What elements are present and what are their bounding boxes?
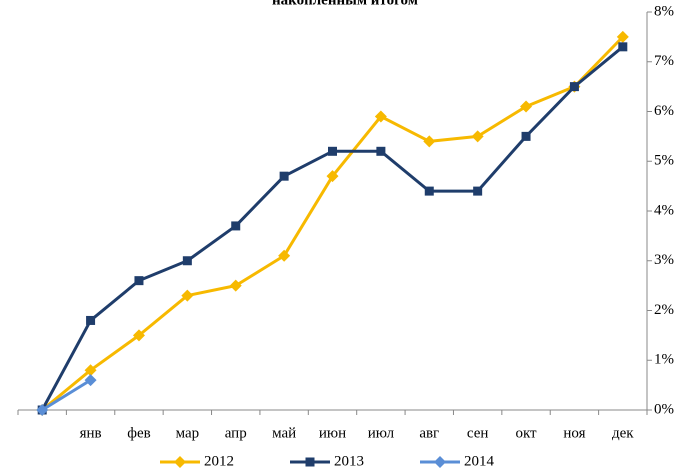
y-tick-label: 8%: [654, 3, 674, 19]
x-tick-label: июн: [319, 425, 346, 441]
x-tick-label: янв: [80, 425, 102, 441]
series-line: [41, 35, 624, 412]
x-tick-label: дек: [612, 425, 634, 441]
data-point: [423, 135, 436, 148]
data-point: [181, 289, 194, 302]
y-tick-label: 6%: [654, 103, 674, 119]
data-point: [36, 404, 49, 416]
y-tick-label: 7%: [654, 53, 674, 69]
y-tick-label: 4%: [654, 202, 674, 218]
data-point: [84, 364, 97, 377]
data-point: [424, 186, 434, 196]
x-tick-label: ноя: [563, 425, 585, 441]
data-point: [278, 249, 291, 262]
data-point: [132, 329, 145, 342]
legend-marker: [174, 456, 186, 468]
legend-marker: [305, 457, 315, 467]
data-point: [471, 130, 484, 143]
y-tick-label: 5%: [654, 153, 674, 169]
y-tick-label: 1%: [654, 352, 674, 368]
legend-label: 2013: [334, 453, 364, 469]
data-point: [376, 146, 386, 156]
data-point: [86, 315, 96, 325]
series-line: [41, 378, 92, 412]
data-point: [374, 110, 387, 123]
x-tick-label: июл: [368, 425, 395, 441]
x-tick-label: мар: [176, 425, 200, 441]
data-point: [520, 100, 533, 113]
data-point: [521, 131, 531, 141]
x-tick-label: май: [272, 425, 296, 441]
x-tick-label: сен: [467, 425, 489, 441]
data-point: [279, 171, 289, 181]
data-point: [134, 276, 144, 286]
data-point: [84, 374, 97, 387]
data-point: [326, 170, 339, 183]
y-tick-label: 3%: [654, 252, 674, 268]
data-point: [473, 186, 483, 196]
x-tick-label: фев: [127, 425, 150, 441]
data-point: [569, 82, 579, 92]
data-point: [328, 146, 337, 156]
data-point: [618, 42, 628, 52]
x-tick-label: окт: [515, 425, 537, 441]
data-point: [229, 279, 242, 292]
legend-label: 2014: [464, 453, 495, 469]
y-tick-label: 2%: [654, 302, 674, 318]
legend-label: 2012: [204, 453, 234, 469]
data-point: [182, 256, 192, 266]
data-point: [231, 221, 241, 231]
chart-title: накопленным итогом: [272, 0, 418, 8]
x-tick-label: апр: [225, 425, 247, 441]
y-tick-label: 0%: [654, 401, 674, 417]
legend-marker: [434, 456, 446, 468]
x-tick-label: авг: [419, 425, 439, 441]
data-point: [616, 30, 629, 43]
